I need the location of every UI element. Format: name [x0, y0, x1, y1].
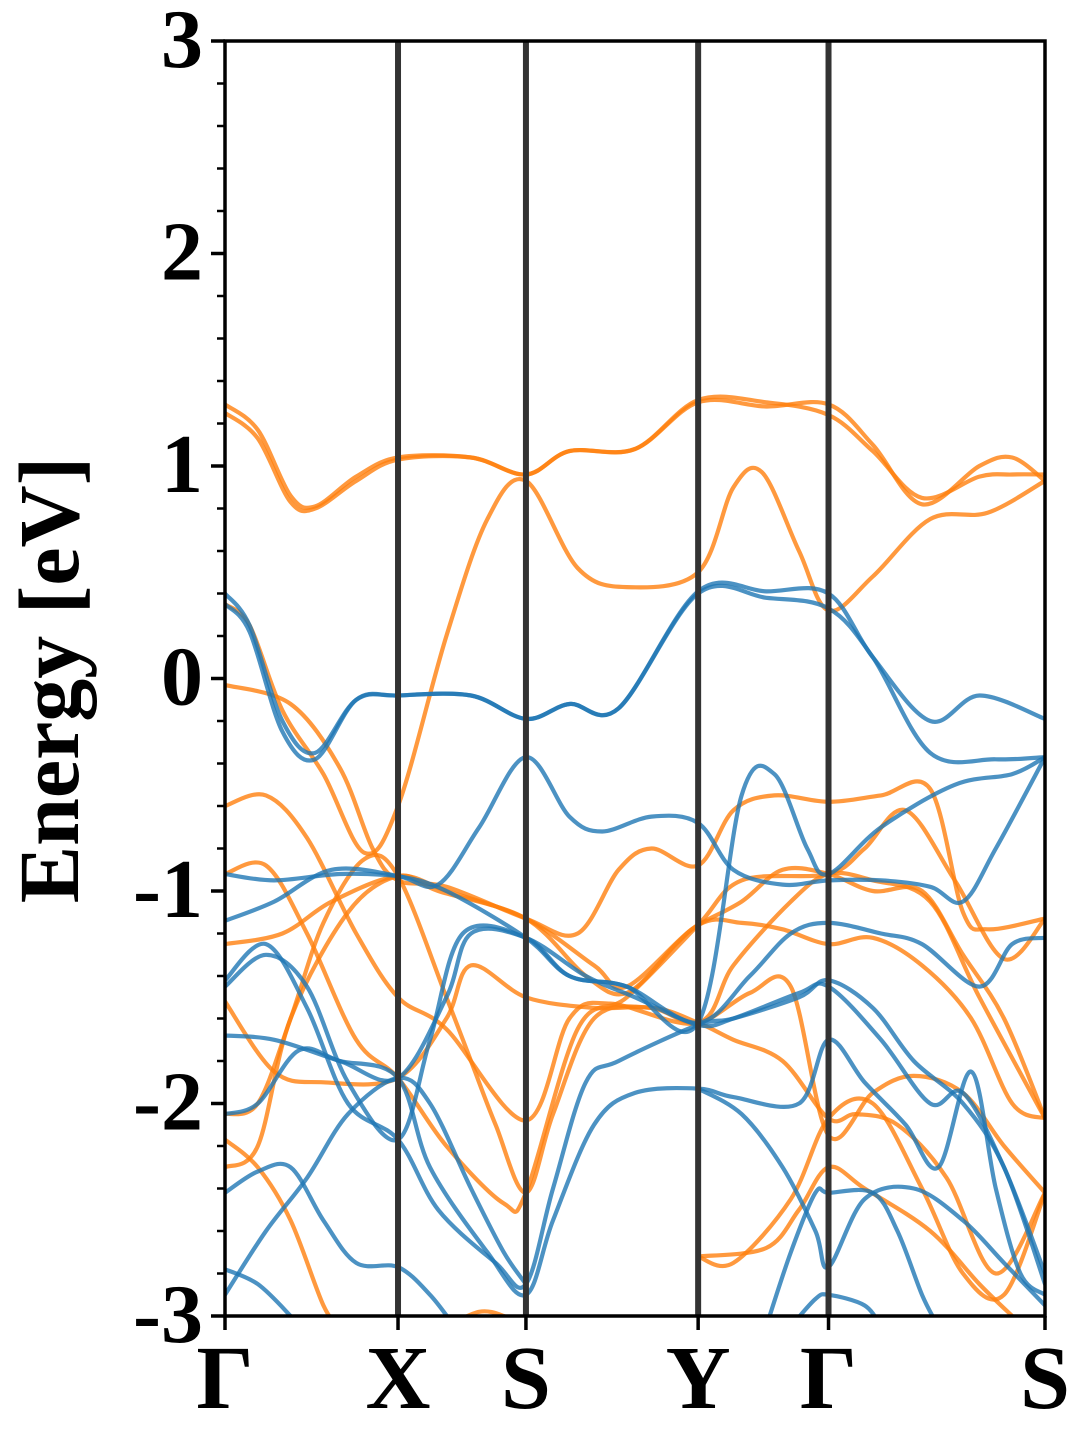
y-tick-label: -2	[133, 1056, 203, 1149]
y-tick-label: -1	[133, 843, 203, 936]
blue-band-line-26	[767, 1186, 935, 1316]
y-tick-label: -3	[133, 1268, 203, 1361]
orange-band-line-2	[225, 465, 1045, 856]
y-axis-ticks: -3 -2 -1 0 1 2 3	[133, 0, 225, 1361]
x-tick-label: X	[366, 1329, 431, 1428]
blue-band-line-15	[225, 583, 1045, 765]
blue-band-line-21	[225, 1037, 1045, 1298]
blue-band-line-17	[225, 755, 1045, 1034]
plot-frame	[223, 39, 1047, 1318]
y-tick-label: 2	[161, 206, 203, 299]
orange-band-line-11	[462, 1309, 509, 1316]
x-tick-label: Γ	[800, 1329, 857, 1428]
x-tick-label: S	[1020, 1329, 1070, 1428]
blue-band-line-25	[696, 1086, 1045, 1308]
y-tick-label: 1	[161, 418, 203, 511]
band-lines	[225, 394, 1045, 1316]
orange-band-line-9	[225, 865, 1045, 1170]
y-tick-label: 0	[161, 631, 203, 724]
blue-band-line-24	[225, 1267, 294, 1316]
blue-band-line-27	[797, 1292, 878, 1316]
orange-band-line-0	[225, 394, 1045, 510]
high-symmetry-dividers	[395, 41, 832, 1316]
orange-band-line-13	[696, 1096, 1045, 1302]
orange-band-line-10	[225, 1137, 332, 1316]
y-tick-label: 3	[161, 0, 203, 86]
x-tick-label: S	[501, 1329, 551, 1428]
y-axis-label: Energy [eV]	[1, 457, 97, 904]
blue-band-line-22	[225, 1161, 450, 1316]
orange-band-line-4	[225, 792, 1045, 1123]
orange-band-line-1	[225, 397, 1045, 514]
x-tick-label: Γ	[196, 1329, 253, 1428]
orange-band-line-3	[225, 682, 1045, 938]
blue-band-line-18	[225, 920, 1045, 1143]
blue-band-line-14	[225, 580, 1045, 756]
orange-band-line-12	[696, 1164, 1015, 1316]
x-tick-label: Y	[666, 1329, 731, 1428]
